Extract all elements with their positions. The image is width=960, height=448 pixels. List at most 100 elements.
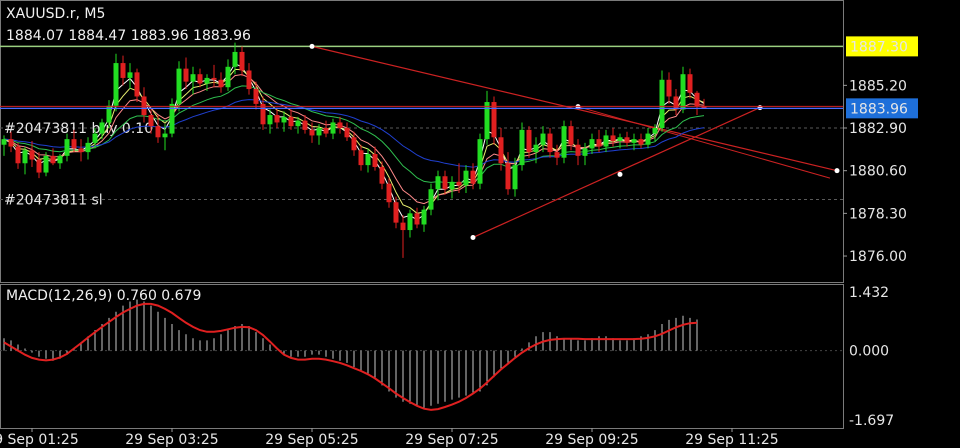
candle-body	[547, 133, 553, 153]
macd-title: MACD(12,26,9) 0.760 0.679	[6, 288, 202, 304]
candle-body	[442, 176, 448, 190]
candle-body	[337, 122, 343, 129]
candle-body	[148, 115, 154, 127]
candle-body	[386, 183, 392, 203]
time-label: 29 Sep 11:25	[685, 432, 778, 448]
candle-body	[435, 176, 441, 190]
candle-body	[85, 142, 91, 153]
candle-body	[190, 74, 196, 82]
candle-body	[540, 133, 546, 145]
candle-body	[470, 170, 476, 184]
candle-body	[330, 122, 336, 134]
candle-body	[631, 139, 637, 143]
candle-body	[568, 126, 574, 145]
macd-panel-frame	[0, 284, 844, 429]
candle-body	[106, 105, 112, 123]
candle-body	[127, 72, 133, 78]
time-label: 29 Sep 05:25	[265, 432, 358, 448]
candle-body	[176, 68, 182, 104]
candle-body	[624, 137, 630, 143]
candle-body	[43, 155, 49, 173]
candle-body	[204, 77, 210, 84]
candle-body	[36, 159, 42, 173]
trendline-mid	[577, 106, 831, 179]
ohlc-readout: 1884.07 1884.47 1883.96 1883.96	[6, 28, 251, 44]
candle-body	[71, 139, 77, 149]
candle-body	[596, 139, 602, 147]
time-label: 29 Sep 01:25	[0, 432, 79, 448]
candle-body	[365, 153, 371, 166]
trendline-low-anchor	[617, 171, 623, 177]
candle-body	[456, 181, 462, 186]
price-tick-label: 1885.20	[849, 78, 907, 94]
candle-body	[260, 103, 266, 125]
price-tick-label: 1882.90	[849, 121, 907, 137]
candle-body	[1, 139, 7, 145]
candle-body	[78, 148, 84, 153]
candle-body	[358, 150, 364, 166]
candle-body	[344, 128, 350, 138]
price-panel-frame	[0, 0, 844, 283]
candle-body	[29, 150, 35, 160]
candle-body	[589, 139, 595, 149]
candle-body	[379, 166, 385, 184]
candle-body	[610, 135, 616, 141]
candle-body	[680, 74, 686, 110]
candle-body	[155, 126, 161, 138]
candle-body	[554, 152, 560, 158]
candle-body	[694, 92, 700, 107]
candle-body	[421, 209, 427, 225]
candle-body	[407, 213, 413, 231]
tp-price-box	[846, 36, 918, 57]
candle-body	[498, 137, 504, 164]
candle-body	[575, 144, 581, 156]
candle-body	[533, 144, 539, 153]
trendline-upper-anchor	[834, 168, 840, 174]
candle-body	[687, 74, 693, 93]
candle-body	[484, 102, 490, 140]
candle-body	[659, 79, 665, 129]
candle-body	[15, 146, 21, 164]
candle-body	[316, 128, 322, 136]
candle-body	[582, 148, 588, 156]
candle-body	[638, 139, 644, 145]
time-label: 29 Sep 09:25	[545, 432, 638, 448]
candle-body	[22, 150, 28, 164]
candle-body	[246, 70, 252, 90]
symbol-timeframe: XAUUSD.r, M5	[6, 6, 106, 22]
candle-body	[323, 128, 329, 134]
candle-body	[393, 202, 399, 223]
price-tick-label: 1880.60	[849, 164, 907, 180]
candle-body	[253, 89, 259, 104]
candle-body	[302, 120, 308, 130]
macd-signal-line	[3, 302, 698, 411]
candle-body	[239, 51, 245, 71]
macd-tick-label: -1.697	[849, 413, 894, 429]
candle-body	[414, 213, 420, 225]
time-label: 29 Sep 03:25	[125, 432, 218, 448]
order-label: #20473811 buy 0.10	[4, 121, 153, 137]
candle-body	[526, 129, 532, 153]
candle-body	[288, 116, 294, 127]
candle-body	[8, 139, 14, 147]
candle-body	[351, 137, 357, 151]
tp-price-label: 1887.30	[850, 39, 908, 55]
candle-body	[701, 106, 707, 109]
current-price-label: 1883.96	[850, 101, 908, 117]
candle-body	[561, 126, 567, 158]
candle-body	[99, 122, 105, 134]
macd-tick-label: 0.000	[849, 344, 889, 360]
candle-body	[477, 139, 483, 184]
candle-body	[169, 103, 175, 134]
candle-body	[505, 163, 511, 190]
candle-body	[309, 129, 315, 136]
candle-body	[183, 68, 189, 82]
macd-tick-label: 1.432	[849, 285, 889, 301]
candle-body	[603, 135, 609, 147]
candle-body	[428, 189, 434, 210]
candle-body	[267, 115, 273, 125]
price-tick-label: 1878.30	[849, 206, 907, 222]
candle-body	[92, 133, 98, 143]
candle-body	[274, 115, 280, 123]
candle-body	[141, 96, 147, 116]
